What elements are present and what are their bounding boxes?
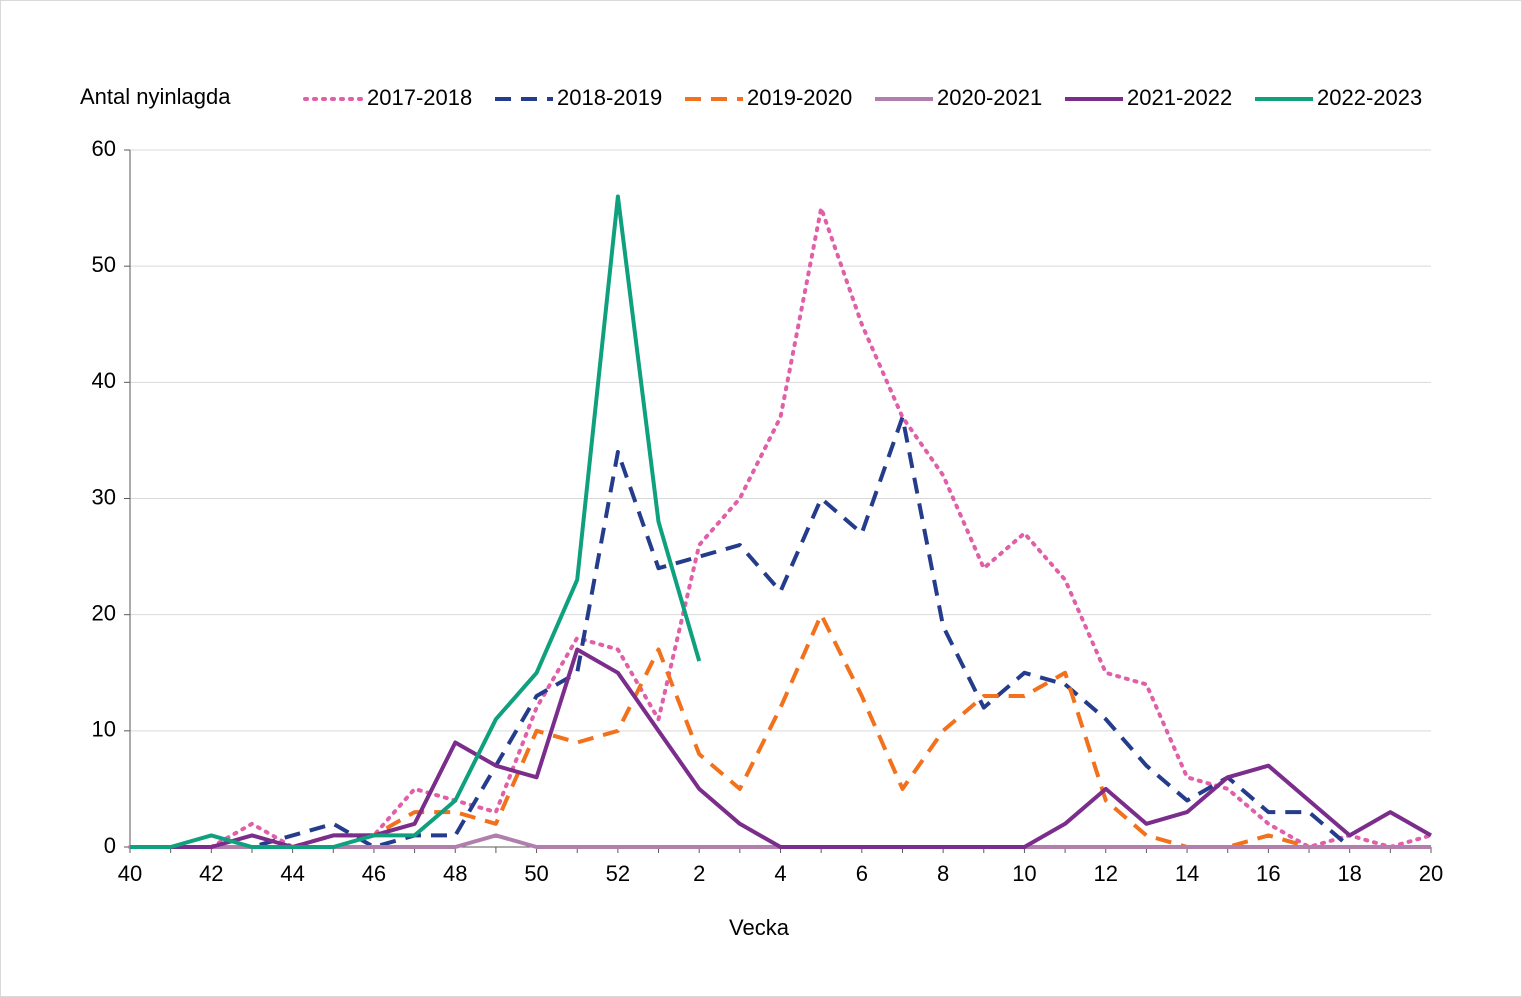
x-tick-label: 10 <box>1012 861 1036 886</box>
x-tick-label: 8 <box>937 861 949 886</box>
x-tick-label: 48 <box>443 861 467 886</box>
series-line <box>130 415 1431 849</box>
x-tick-label: 52 <box>606 861 630 886</box>
legend-label: 2019-2020 <box>747 85 852 110</box>
legend-label: 2021-2022 <box>1127 85 1232 110</box>
legend-label: 2017-2018 <box>367 85 472 110</box>
x-tick-label: 14 <box>1175 861 1199 886</box>
series-line <box>128 206 1433 849</box>
x-tick-label: 40 <box>118 861 142 886</box>
x-tick-label: 18 <box>1337 861 1361 886</box>
y-tick-label: 30 <box>92 484 116 509</box>
x-tick-label: 4 <box>774 861 786 886</box>
x-tick-label: 46 <box>362 861 386 886</box>
y-tick-label: 10 <box>92 717 116 742</box>
x-tick-label: 20 <box>1419 861 1443 886</box>
y-tick-label: 20 <box>92 600 116 625</box>
x-tick-label: 16 <box>1256 861 1280 886</box>
x-tick-label: 42 <box>199 861 223 886</box>
y-tick-label: 60 <box>92 136 116 161</box>
series-line <box>130 647 1432 849</box>
x-tick-label: 2 <box>693 861 705 886</box>
x-tick-label: 6 <box>856 861 868 886</box>
y-tick-label: 40 <box>92 368 116 393</box>
x-tick-label: 50 <box>524 861 548 886</box>
x-tick-label: 44 <box>280 861 304 886</box>
y-axis-label: Antal nyinlagda <box>80 84 231 109</box>
legend-label: 2018-2019 <box>557 85 662 110</box>
y-tick-label: 0 <box>104 833 116 858</box>
x-axis-label: Vecka <box>729 915 790 940</box>
legend-label: 2020-2021 <box>937 85 1042 110</box>
series-line <box>130 194 702 849</box>
x-tick-label: 12 <box>1094 861 1118 886</box>
y-tick-label: 50 <box>92 252 116 277</box>
legend-label: 2022-2023 <box>1317 85 1422 110</box>
